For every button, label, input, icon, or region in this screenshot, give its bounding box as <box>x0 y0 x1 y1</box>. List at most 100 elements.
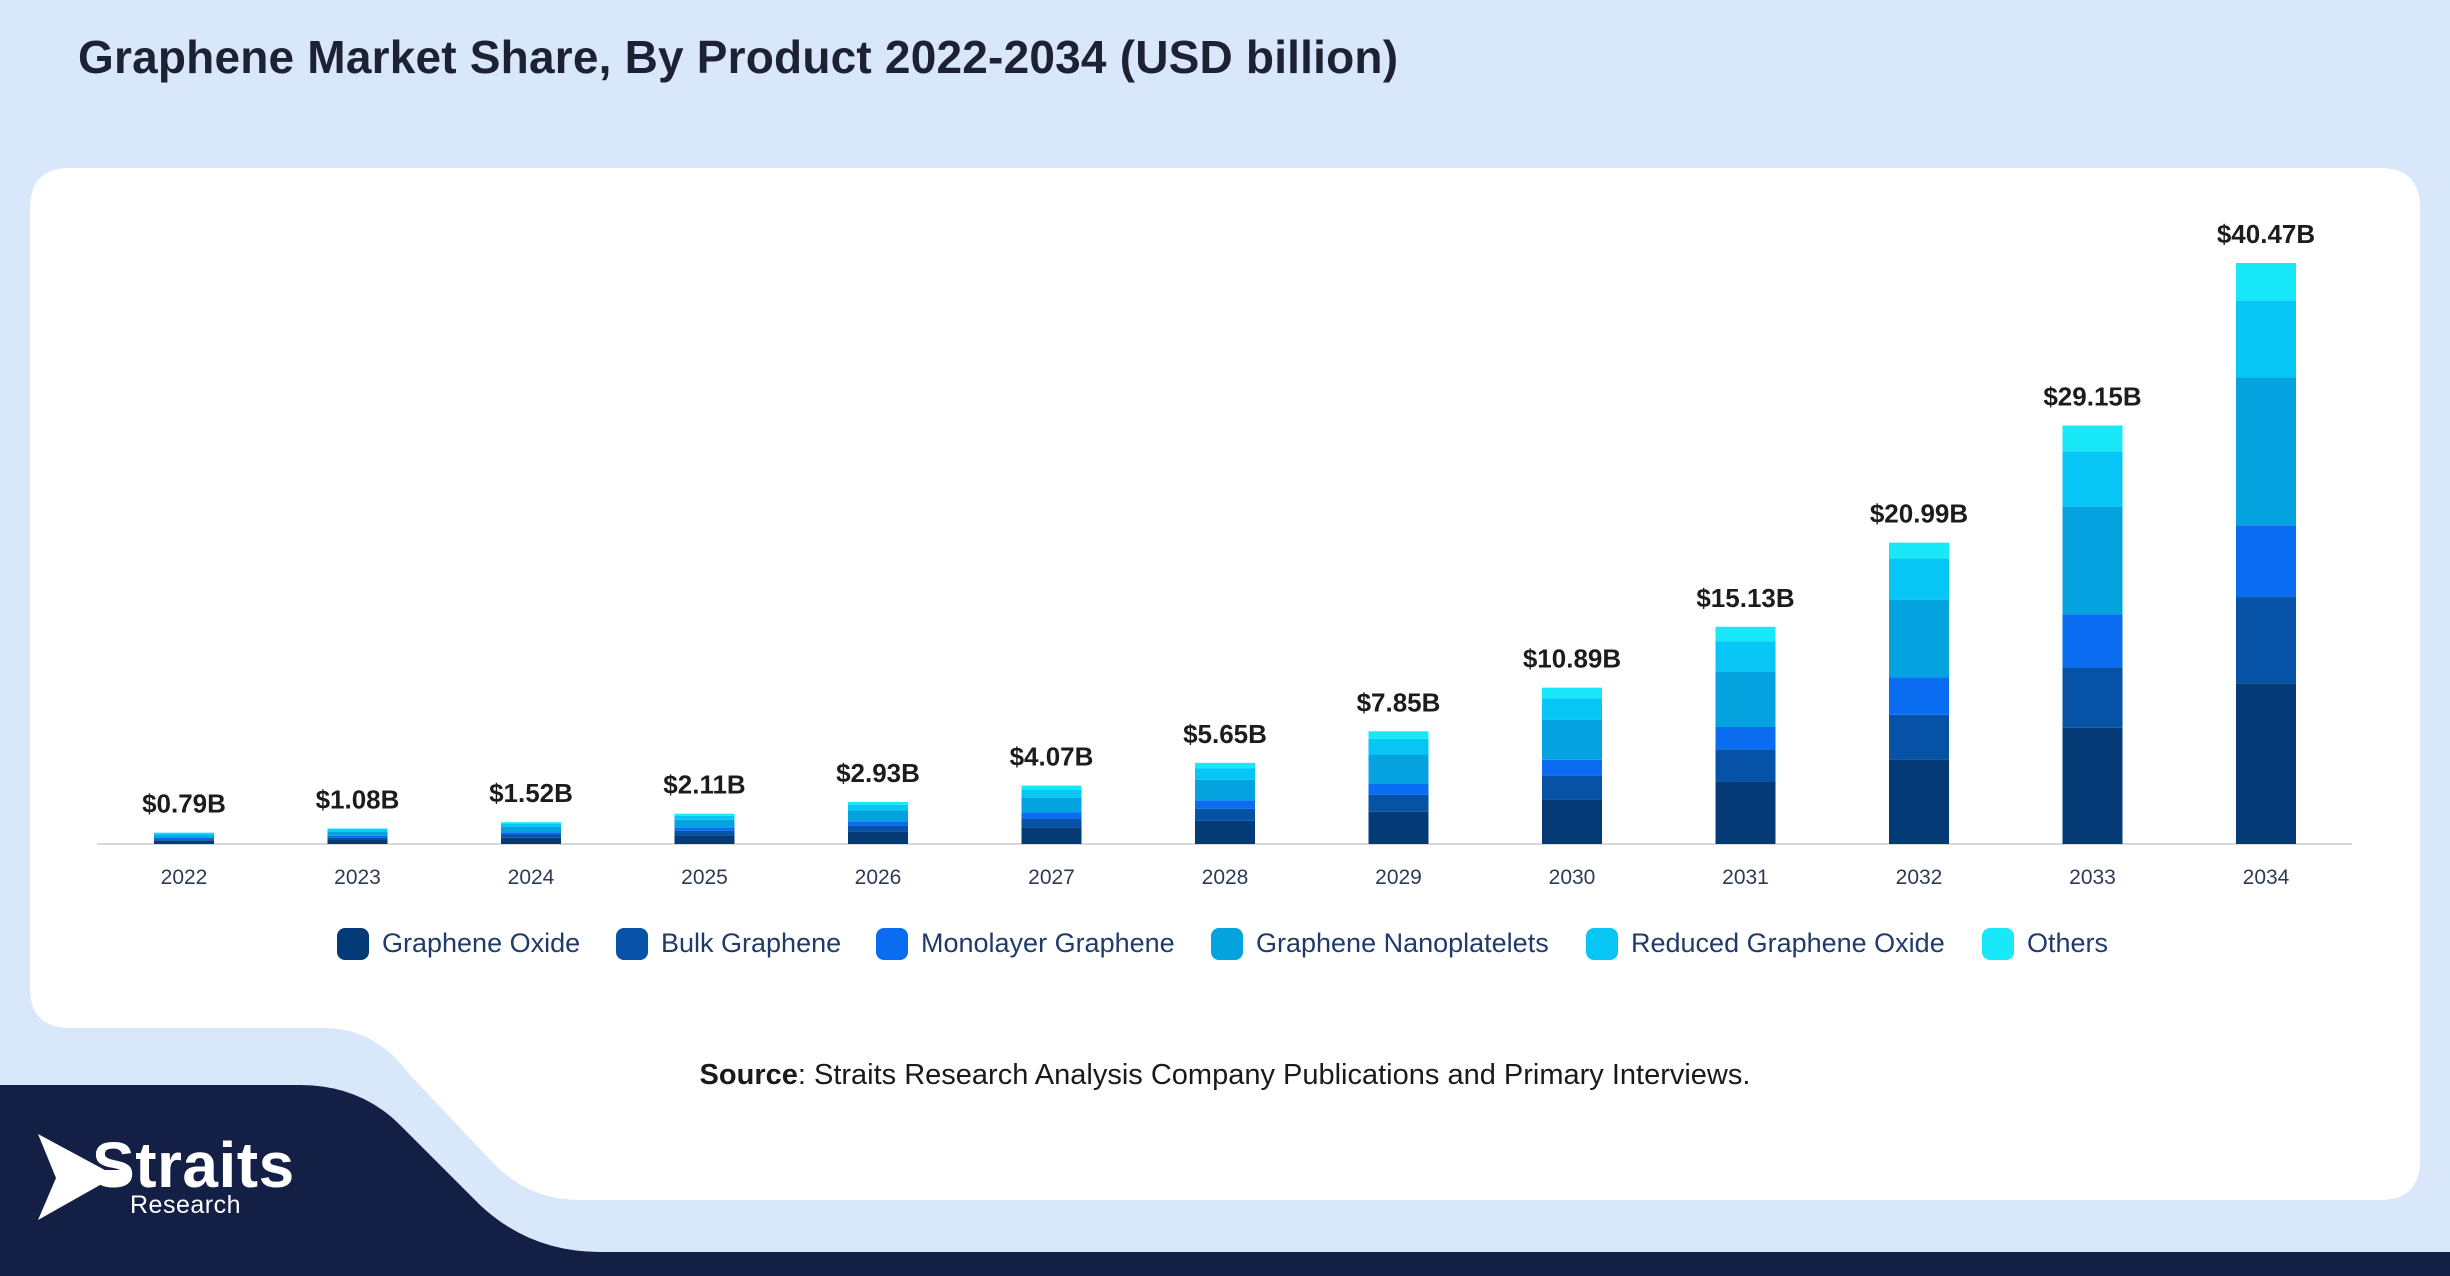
bar-segment-2034-4 <box>2236 300 2296 378</box>
bar-segment-2032-1 <box>1889 714 1949 760</box>
bar-segment-2029-0 <box>1368 811 1429 844</box>
total-label-2025: $2.11B <box>663 770 745 800</box>
bar-segment-2026-1 <box>848 825 908 832</box>
bar-segment-2028-3 <box>1195 779 1255 801</box>
bar-segment-2034-0 <box>2236 683 2296 844</box>
bar-segment-2033-3 <box>2062 506 2123 615</box>
x-tick-label-2034: 2034 <box>2243 866 2290 889</box>
bar-segment-2033-2 <box>2062 614 2123 668</box>
bar-segment-2030-5 <box>1542 687 1602 699</box>
x-tick-label-2029: 2029 <box>1375 866 1422 889</box>
x-tick-label-2031: 2031 <box>1722 866 1769 889</box>
bar-segment-2027-5 <box>1021 785 1082 790</box>
page-title: Graphene Market Share, By Product 2022-2… <box>78 31 1399 83</box>
bar-segment-2029-5 <box>1368 731 1429 739</box>
legend-swatch-0 <box>337 928 369 960</box>
bar-segment-2030-0 <box>1542 799 1602 844</box>
bar-segment-2023-0 <box>327 839 388 844</box>
bar-segment-2033-0 <box>2062 727 2123 844</box>
bar-segment-2032-5 <box>1889 542 1949 559</box>
bar-segment-2034-3 <box>2236 377 2296 526</box>
legend-swatch-2 <box>876 928 908 960</box>
bar-segment-2024-5 <box>501 822 561 824</box>
bar-segment-2032-0 <box>1889 759 1949 844</box>
bar-segment-2025-5 <box>674 813 735 816</box>
bar-segment-2030-1 <box>1542 775 1602 800</box>
x-tick-label-2032: 2032 <box>1896 866 1943 889</box>
total-label-2023: $1.08B <box>316 784 400 814</box>
bar-segment-2025-1 <box>674 830 735 836</box>
bar-segment-2025-4 <box>674 815 735 820</box>
source-text: : Straits Research Analysis Company Publ… <box>797 1059 1751 1091</box>
legend-swatch-4 <box>1586 928 1618 960</box>
bar-segment-2022-2 <box>154 837 214 840</box>
bar-segment-2028-0 <box>1195 820 1255 844</box>
legend-label-0: Graphene Oxide <box>382 928 580 958</box>
x-tick-label-2023: 2023 <box>334 866 381 889</box>
bar-segment-2030-2 <box>1542 759 1602 776</box>
bar-segment-2024-2 <box>501 832 561 835</box>
bar-segment-2025-3 <box>674 819 735 828</box>
total-label-2032: $20.99B <box>1870 499 1968 529</box>
legend-label-2: Monolayer Graphene <box>921 928 1175 958</box>
bars-group: $0.79B 2022 $1.08B 2023 $1.52B 2024 $2.11B 2025… <box>142 219 2315 889</box>
bar-segment-2031-4 <box>1715 641 1776 672</box>
bar-segment-2025-0 <box>674 835 735 844</box>
total-label-2022: $0.79B <box>142 789 226 819</box>
bar-segment-2026-4 <box>848 804 908 811</box>
x-tick-label-2024: 2024 <box>508 866 555 889</box>
bar-segment-2029-3 <box>1368 754 1429 784</box>
bar-segment-2027-0 <box>1021 827 1082 844</box>
bar-segment-2034-1 <box>2236 597 2296 684</box>
bar-segment-2029-1 <box>1368 794 1429 812</box>
bar-segment-2027-3 <box>1021 797 1082 813</box>
x-tick-label-2028: 2028 <box>1202 866 1249 889</box>
brand-name: Straits <box>92 1129 295 1201</box>
bar-segment-2033-5 <box>2062 425 2123 452</box>
legend-label-5: Others <box>2027 928 2108 958</box>
total-label-2029: $7.85B <box>1357 687 1441 717</box>
bar-segment-2026-0 <box>848 831 908 844</box>
bar-segment-2028-5 <box>1195 762 1255 769</box>
legend: Graphene Oxide Bulk Graphene Monolayer Gra… <box>337 928 2108 960</box>
bar-segment-2025-2 <box>674 827 735 831</box>
legend-label-1: Bulk Graphene <box>661 928 841 958</box>
bar-segment-2030-4 <box>1542 698 1602 720</box>
bar-segment-2027-1 <box>1021 818 1082 828</box>
brand-sub: Research <box>130 1191 241 1219</box>
bar-segment-2026-5 <box>848 801 908 805</box>
legend-swatch-1 <box>616 928 648 960</box>
total-label-2028: $5.65B <box>1183 719 1267 749</box>
bar-segment-2023-5 <box>327 828 388 830</box>
bar-segment-2022-3 <box>154 835 214 838</box>
total-label-2034: $40.47B <box>2217 219 2315 249</box>
bar-segment-2023-4 <box>327 829 388 832</box>
bar-segment-2028-1 <box>1195 808 1255 821</box>
bar-segment-2024-0 <box>501 837 561 844</box>
bar-segment-2023-3 <box>327 831 388 836</box>
bar-segment-2031-3 <box>1715 671 1776 727</box>
bar-segment-2030-3 <box>1542 719 1602 760</box>
bar-segment-2028-4 <box>1195 768 1255 780</box>
bar-segment-2031-0 <box>1715 781 1776 844</box>
x-tick-label-2025: 2025 <box>681 866 728 889</box>
legend-swatch-5 <box>1982 928 2014 960</box>
legend-label-4: Reduced Graphene Oxide <box>1631 928 1945 958</box>
bar-segment-2032-4 <box>1889 558 1949 600</box>
bar-segment-2034-2 <box>2236 525 2296 598</box>
bar-segment-2026-2 <box>848 821 908 826</box>
x-tick-label-2033: 2033 <box>2069 866 2116 889</box>
bar-segment-2024-3 <box>501 826 561 833</box>
bar-segment-2033-1 <box>2062 667 2123 728</box>
x-tick-label-2026: 2026 <box>855 866 902 889</box>
source-label: Source <box>699 1059 798 1091</box>
bar-segment-2022-5 <box>154 832 214 834</box>
bar-segment-2034-5 <box>2236 263 2296 301</box>
bar-segment-2032-3 <box>1889 599 1949 678</box>
x-tick-label-2030: 2030 <box>1549 866 1596 889</box>
total-label-2033: $29.15B <box>2043 382 2141 412</box>
total-label-2027: $4.07B <box>1010 742 1094 772</box>
total-label-2031: $15.13B <box>1696 583 1794 613</box>
bar-segment-2033-4 <box>2062 451 2123 507</box>
straits-logo-icon <box>38 1134 126 1220</box>
